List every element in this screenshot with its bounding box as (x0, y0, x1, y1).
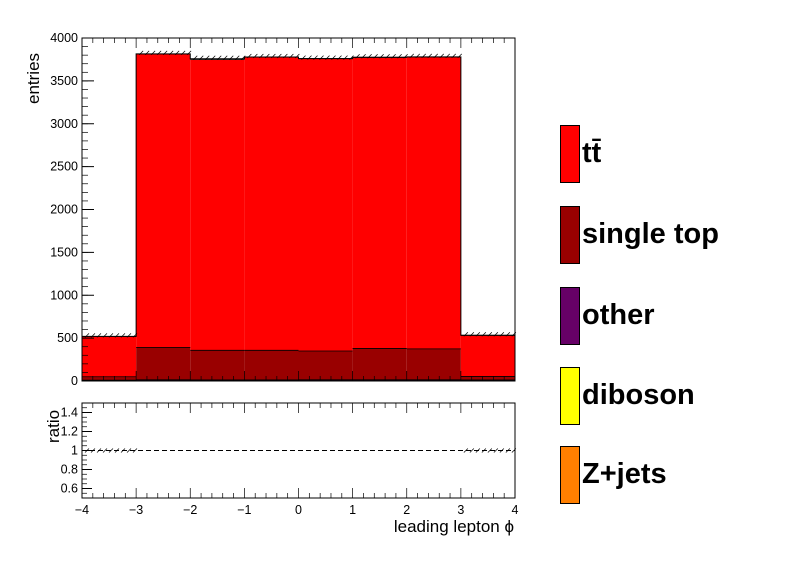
main-panel: 0 500 1000 1500 2000 2500 3000 3500 4000 (50, 31, 517, 388)
uncertainty-hatch-bin-4 (301, 55, 354, 60)
legend-label-diboson: diboson (582, 379, 695, 411)
y-tick-label: 3000 (50, 117, 78, 131)
x-tick-label: 3 (457, 503, 464, 517)
legend-entry-zjets: Z+jets (560, 446, 796, 504)
y-tick-label: 500 (57, 331, 78, 345)
y-axis-title: entries (24, 53, 43, 104)
bar-tt--bin-4 (298, 58, 353, 351)
x-tick-label: 2 (403, 503, 410, 517)
ratio-y-tick-label: 1.4 (61, 406, 78, 420)
x-tick-label: 1 (349, 503, 356, 517)
ratio-axis-title: ratio (44, 410, 63, 443)
legend-swatch-other (560, 287, 580, 345)
uncertainty-hatch-bin-3 (247, 53, 300, 59)
ratio-y-tick-label: 0.6 (61, 482, 78, 496)
bar-tt--bin-6 (406, 56, 461, 349)
legend-swatch-ttbar (560, 125, 580, 183)
bar-tt--bin-3 (244, 57, 299, 351)
x-tick-label: 4 (512, 503, 519, 517)
bar-tt--bin-0 (82, 336, 137, 377)
bar-single-top-bin-0 (82, 376, 137, 381)
uncertainty-hatch-bin-2 (193, 55, 246, 60)
ratio-y-tick-label: 1.2 (61, 425, 78, 439)
x-tick-label: −3 (129, 503, 143, 517)
x-tick-label: −1 (237, 503, 251, 517)
legend-entry-diboson: diboson (560, 367, 796, 425)
bar-single-top-bin-6 (406, 348, 461, 380)
x-tick-label: −2 (183, 503, 197, 517)
x-tick-label: 0 (295, 503, 302, 517)
bar-other-bin-4 (298, 379, 353, 381)
bar-single-top-bin-5 (352, 348, 407, 380)
x-axis-title: leading lepton ϕ (394, 517, 514, 536)
bar-other-bin-6 (406, 379, 461, 381)
ratio-hatch-0 (84, 448, 138, 453)
y-tick-label: 2500 (50, 160, 78, 174)
legend-label-ttbar: tt̄ (582, 137, 602, 169)
y-tick-label: 3500 (50, 74, 78, 88)
bar-tt--bin-1 (136, 53, 191, 348)
legend-swatch-single-top (560, 206, 580, 264)
ratio-y-tick-label: 0.8 (61, 463, 78, 477)
y-tick-label: 1000 (50, 288, 78, 302)
ratio-hatch-1 (463, 448, 517, 453)
bar-tt--bin-7 (460, 335, 515, 377)
legend-label-zjets: Z+jets (582, 458, 667, 490)
legend-label-other: other (582, 299, 655, 331)
bar-tt--bin-2 (190, 59, 245, 351)
y-tick-label: 2000 (50, 203, 78, 217)
bar-single-top-bin-7 (460, 376, 515, 380)
x-tick-label: −4 (75, 503, 89, 517)
legend-entry-other: other (560, 287, 796, 345)
bar-single-top-bin-4 (298, 350, 353, 380)
uncertainty-hatch-bin-0 (84, 333, 138, 338)
bar-other-bin-5 (352, 379, 407, 381)
y-tick-label: 1500 (50, 245, 78, 259)
uncertainty-hatch-bin-7 (463, 332, 517, 337)
bar-other-bin-1 (136, 379, 191, 381)
uncertainty-hatch-bin-6 (409, 53, 462, 59)
y-tick-label: 0 (71, 374, 78, 388)
legend-swatch-diboson (560, 367, 580, 425)
legend-entry-single-top: single top (560, 206, 796, 264)
legend-swatch-zjets (560, 446, 580, 504)
bar-single-top-bin-2 (190, 350, 245, 380)
ratio-y-tick-label: 1 (71, 444, 78, 458)
legend-label-single-top: single top (582, 218, 719, 250)
total-outline (81, 53, 516, 381)
y-tick-label: 4000 (50, 31, 78, 45)
legend-entry-ttbar: tt̄ (560, 125, 796, 183)
bar-tt--bin-5 (352, 57, 407, 349)
uncertainty-hatch-bin-1 (138, 50, 192, 56)
bar-single-top-bin-3 (244, 350, 299, 380)
legend: tt̄ single top other diboson Z+jets (560, 0, 796, 572)
bar-single-top-bin-1 (136, 347, 191, 380)
ratio-panel: 0.6 0.8 1 1.2 1.4 −4 −3 −2 −1 0 1 2 3 4 (61, 402, 519, 517)
uncertainty-hatch-bin-5 (355, 54, 408, 59)
